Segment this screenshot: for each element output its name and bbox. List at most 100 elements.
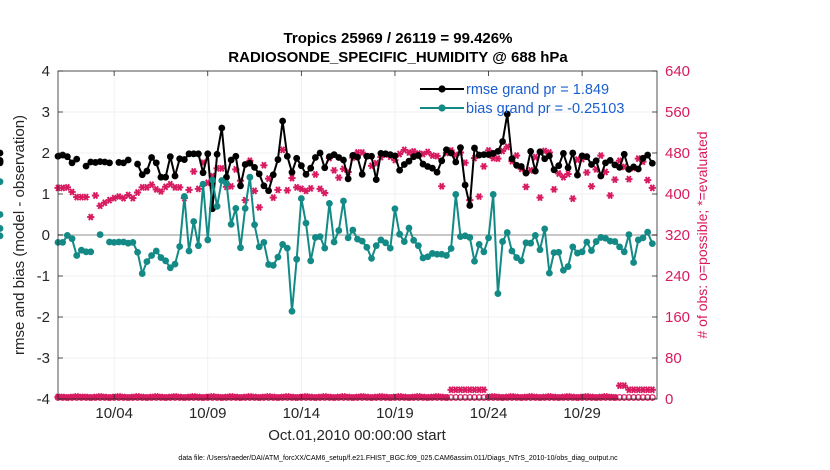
tick-layer: -4 -3 -2 -1 0 1 2 3 4 0 80 160 240 320 400 480 560 640 10/… [37, 63, 690, 422]
obs-evaluated-marker [264, 175, 273, 183]
y-right-tick-label: 480 [665, 145, 690, 162]
data-point-rmse [199, 169, 207, 177]
y-tick-label: 0 [42, 227, 50, 244]
data-point-rmse [297, 162, 305, 170]
obs-evaluated-marker [644, 176, 652, 184]
data-point-rmse [307, 164, 315, 172]
obs-possible-marker [648, 394, 656, 401]
data-point-bias [185, 247, 193, 255]
data-point-bias [396, 230, 404, 238]
data-point-rmse [522, 169, 530, 177]
obs-evaluated-marker [68, 188, 76, 196]
data-point-rmse [344, 175, 352, 183]
data-point-rmse [283, 152, 291, 160]
data-point-bias [569, 243, 577, 251]
data-point-rmse [531, 167, 539, 175]
x-axis-label: Oct.01,2010 00:00:00 start [268, 427, 446, 444]
data-point-bias [223, 179, 230, 187]
x-tick-label: 10/24 [470, 405, 508, 422]
data-point-bias [176, 243, 184, 250]
obs-evaluated-marker [176, 183, 184, 191]
data-point-bias [466, 234, 474, 241]
data-point-bias [209, 176, 216, 184]
x-tick-label: 10/29 [563, 405, 601, 422]
data-point-bias [335, 227, 343, 234]
data-file-caption: data file: /Users/raeder/DAI/ATM_forcXX/… [178, 455, 618, 462]
data-point-bias [129, 238, 137, 246]
data-point-bias [517, 257, 525, 265]
data-point-rmse [494, 147, 502, 155]
data-point-bias [527, 239, 535, 247]
data-point-bias [194, 242, 202, 250]
data-point-rmse [480, 151, 488, 159]
obs-evaluated-marker [321, 189, 329, 197]
obs-possible-marker [630, 394, 638, 401]
data-point-rmse [363, 152, 371, 160]
data-point-rmse [527, 147, 535, 155]
data-point-bias [96, 231, 104, 238]
chart-subtitle: RADIOSONDE_SPECIFIC_HUMIDITY @ 688 hPa [228, 49, 568, 66]
data-point-rmse [237, 182, 244, 190]
obs-evaluated-marker [307, 184, 315, 192]
data-point-rmse [265, 187, 272, 195]
obs-evaluated-marker [335, 173, 343, 182]
y-right-tick-label: 240 [665, 268, 690, 285]
obs-possible-marker [644, 394, 652, 401]
data-point-rmse [293, 154, 301, 162]
obs-possible-marker [634, 394, 642, 401]
data-point-bias [391, 205, 399, 213]
data-point-rmse [106, 159, 113, 167]
data-point-bias [0, 178, 4, 186]
data-point-rmse [255, 170, 263, 178]
data-point-bias [358, 237, 366, 245]
data-point-bias [73, 252, 81, 259]
data-point-bias [59, 238, 67, 246]
data-point-bias [330, 238, 338, 246]
data-point-rmse [396, 166, 404, 174]
data-point-rmse [616, 163, 623, 171]
data-point-bias [489, 191, 497, 198]
data-point-rmse [0, 149, 4, 157]
y-tick-label: 3 [42, 104, 50, 121]
data-point-bias [232, 204, 240, 212]
obs-evaluated-marker [269, 193, 277, 202]
data-point-bias [578, 248, 586, 256]
obs-evaluated-marker [550, 185, 558, 194]
obs-evaluated-marker [133, 188, 142, 197]
data-point-rmse [204, 150, 212, 158]
data-point-rmse [550, 166, 558, 174]
data-point-bias [620, 248, 628, 256]
obs-possible-marker [447, 394, 455, 401]
obs-possible-marker [461, 394, 469, 401]
data-point-bias [152, 247, 160, 255]
obs-evaluated-marker [569, 194, 577, 203]
y-tick-label: -2 [37, 309, 50, 326]
data-point-rmse [368, 152, 375, 160]
obs-evaluated-marker [611, 176, 619, 184]
series-layer [0, 110, 656, 315]
data-point-rmse [269, 171, 277, 179]
data-point-bias [0, 225, 4, 232]
obs-possible-marker [471, 394, 478, 401]
data-point-bias [237, 244, 244, 252]
data-point-bias [297, 195, 305, 202]
obs-evaluated-low-marker [648, 386, 656, 394]
x-tick-label: 10/09 [189, 405, 227, 422]
obs-evaluated-marker [82, 193, 90, 201]
obs-evaluated-marker [513, 151, 521, 160]
data-point-rmse [536, 148, 544, 156]
data-point-bias [541, 225, 549, 233]
legend: rmse grand pr = 1.849 bias grand pr = -0… [420, 82, 624, 117]
obs-evaluated-marker [536, 193, 544, 202]
data-point-bias [316, 233, 324, 241]
data-point-bias [288, 307, 296, 315]
data-point-rmse [508, 155, 516, 163]
data-point-bias [307, 257, 315, 265]
data-point-rmse [148, 154, 155, 161]
data-point-rmse [68, 159, 76, 167]
data-point-bias [485, 234, 492, 242]
data-point-rmse [574, 171, 581, 179]
legend-rmse-label: rmse grand pr = 1.849 [466, 82, 609, 98]
data-point-bias [560, 266, 567, 274]
